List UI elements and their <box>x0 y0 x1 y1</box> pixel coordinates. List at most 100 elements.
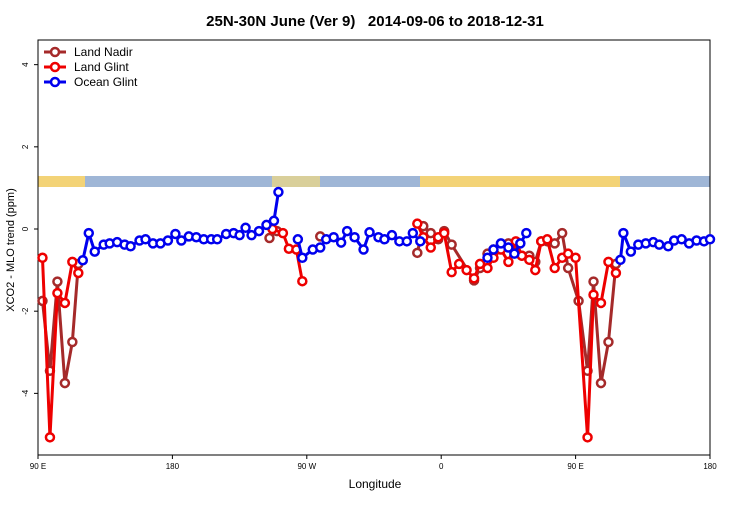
data-point <box>264 232 275 244</box>
data-point <box>582 432 593 443</box>
x-axis-label: Longitude <box>349 477 402 491</box>
data-point <box>521 227 532 239</box>
data-point <box>292 234 304 245</box>
data-point <box>125 241 136 252</box>
data-point <box>297 275 308 287</box>
chart-title: 25N-30N June (Ver 9) 2014-09-06 to 2018-… <box>206 13 544 30</box>
data-point <box>446 239 457 250</box>
data-point <box>603 336 614 348</box>
legend-label: Ocean Glint <box>74 75 138 89</box>
data-point <box>349 231 360 243</box>
data-point <box>277 227 289 239</box>
legend-marker <box>49 76 61 88</box>
data-point <box>610 267 622 279</box>
data-point <box>358 244 369 255</box>
legend-label: Land Glint <box>74 60 129 74</box>
land-band <box>420 176 620 187</box>
x-tick-label: 180 <box>166 462 180 471</box>
data-point <box>562 248 574 259</box>
data-point <box>524 254 535 266</box>
data-point <box>588 289 599 301</box>
data-point <box>83 227 95 239</box>
data-point <box>162 235 174 246</box>
data-point <box>503 242 514 253</box>
data-point <box>240 222 251 234</box>
data-point <box>461 264 472 276</box>
data-point <box>77 254 89 266</box>
data-point <box>662 241 674 252</box>
data-point <box>253 225 265 237</box>
data-point <box>379 234 390 245</box>
data-point <box>335 237 347 248</box>
data-point <box>246 229 257 241</box>
data-point <box>211 234 223 245</box>
data-point <box>234 229 245 241</box>
data-point <box>170 228 181 240</box>
y-tick-label: -4 <box>21 389 30 397</box>
data-point <box>615 254 626 266</box>
data-point <box>425 242 436 253</box>
data-point <box>314 242 326 253</box>
data-point <box>676 234 687 245</box>
data-point <box>52 276 63 287</box>
data-point <box>273 186 284 198</box>
series-line <box>81 191 711 261</box>
ocean-band <box>38 176 710 187</box>
x-tick-label: 180 <box>703 462 717 471</box>
data-point <box>407 227 419 239</box>
x-tick-label: 0 <box>439 462 444 471</box>
y-tick-label: -2 <box>21 307 30 315</box>
data-point <box>328 231 339 243</box>
data-point <box>625 246 637 257</box>
data-point <box>618 227 629 239</box>
y-tick-label: 0 <box>21 226 30 231</box>
data-point <box>595 297 607 309</box>
data-point <box>588 276 599 287</box>
data-point <box>468 273 480 284</box>
data-point <box>570 252 581 264</box>
data-point <box>488 244 499 255</box>
data-point <box>268 215 280 227</box>
land-band <box>272 176 320 187</box>
data-point <box>653 239 665 250</box>
data-point <box>52 287 63 299</box>
x-tick-label: 90 E <box>30 462 46 471</box>
data-point <box>515 238 526 249</box>
data-point <box>503 256 514 268</box>
data-point <box>509 248 520 259</box>
plot-frame <box>37 39 711 456</box>
data-point <box>176 235 187 246</box>
land-ocean-strip <box>38 176 710 187</box>
data-point <box>549 262 560 274</box>
data-point <box>73 267 84 279</box>
data-point <box>530 264 541 276</box>
data-point <box>412 247 423 259</box>
data-point <box>415 236 426 247</box>
data-point <box>495 238 507 249</box>
legend-marker <box>49 61 61 73</box>
data-point <box>261 219 272 231</box>
data-point <box>364 227 375 238</box>
data-point <box>140 234 151 245</box>
y-axis-label: XCO2 - MLO trend (ppm) <box>5 188 17 311</box>
legend-label: Land Nadir <box>74 45 133 59</box>
data-point <box>67 336 78 348</box>
x-tick-label: 90 W <box>297 462 316 471</box>
data-point <box>541 234 553 245</box>
x-tick-label: 90 E <box>567 462 583 471</box>
y-tick-label: 2 <box>21 144 30 149</box>
data-point <box>37 252 48 264</box>
data-point <box>386 229 398 241</box>
legend-marker <box>49 46 61 58</box>
y-tick-label: 4 <box>21 62 30 67</box>
data-point <box>603 256 614 268</box>
data-point <box>59 297 71 309</box>
data-point <box>556 227 568 239</box>
data-point <box>595 377 607 389</box>
data-point <box>89 246 100 257</box>
data-point <box>482 262 493 274</box>
data-point <box>453 258 465 270</box>
data-point <box>549 238 560 249</box>
